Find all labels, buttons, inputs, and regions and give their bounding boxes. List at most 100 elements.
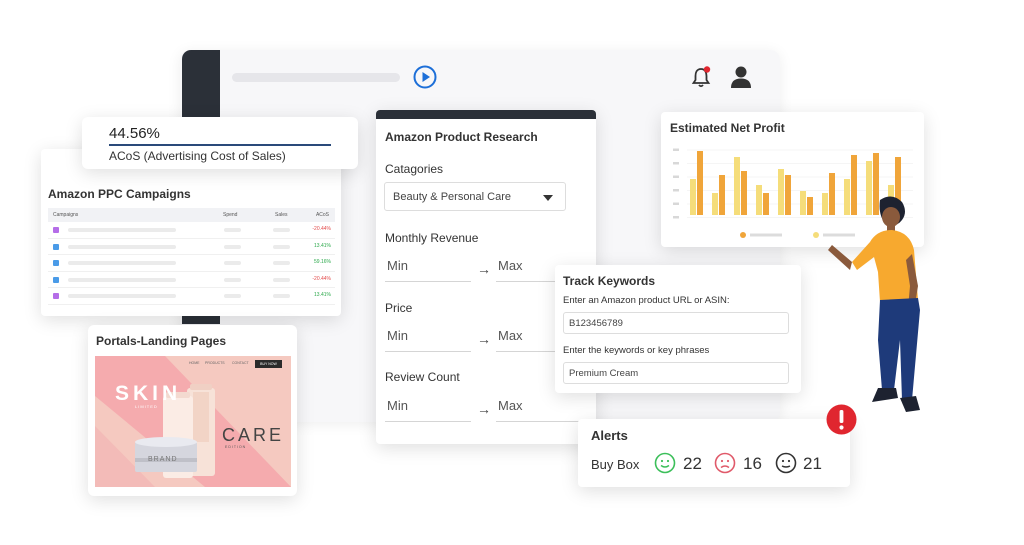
landing-care-text: CARE	[222, 425, 285, 445]
column-acos[interactable]: ACoS	[315, 212, 329, 218]
review-max-input[interactable]: Max	[496, 398, 582, 422]
landing-limited-text: LIMITED	[135, 404, 158, 409]
row-checkbox[interactable]	[53, 243, 59, 250]
profit-title: Estimated Net Profit	[670, 121, 785, 135]
arrow-right-icon: →	[477, 261, 491, 277]
acos-cell: -20.44%	[312, 275, 331, 282]
tick-label-placeholder	[673, 175, 679, 178]
revenue-min-input[interactable]: Min	[385, 258, 471, 282]
ppc-table-header: Campaigns Spend Sales ACoS	[48, 208, 335, 222]
chart-bar	[756, 185, 762, 215]
campaign-name-placeholder	[68, 294, 176, 298]
arrow-right-icon: →	[477, 331, 491, 347]
arrow-right-icon: →	[477, 401, 491, 417]
acos-label: ACoS (Advertising Cost of Sales)	[109, 149, 286, 163]
review-min-input[interactable]: Min	[385, 398, 471, 422]
acos-cell: -20.44%	[312, 226, 331, 232]
spend-placeholder	[224, 277, 241, 282]
chart-bar	[873, 153, 879, 215]
chart-bar	[807, 197, 813, 215]
price-label: Price	[385, 301, 413, 315]
ppc-table: Campaigns Spend Sales ACoS -20.44% 13.41%…	[48, 208, 335, 305]
chart-bar	[844, 179, 850, 215]
spend-placeholder	[224, 294, 241, 298]
alerts-title: Alerts	[591, 428, 628, 443]
row-checkbox[interactable]	[53, 293, 59, 299]
price-min-input[interactable]: Min	[385, 328, 471, 352]
sales-placeholder	[273, 294, 290, 298]
bell-icon[interactable]	[690, 65, 712, 89]
sales-placeholder	[273, 261, 290, 265]
alert-icon[interactable]	[826, 404, 857, 435]
campaign-name-placeholder	[68, 244, 176, 249]
asin-input[interactable]: B123456789	[563, 312, 789, 334]
ppc-title: Amazon PPC Campaigns	[48, 187, 191, 201]
landing-nav-contact[interactable]: CONTACT	[232, 361, 249, 365]
table-row[interactable]: -20.44%	[48, 222, 335, 239]
acos-divider	[109, 144, 331, 146]
row-checkbox[interactable]	[53, 227, 59, 233]
dropdown-arrow-icon[interactable]	[543, 195, 553, 201]
spend-placeholder	[224, 228, 241, 232]
category-value: Beauty & Personal Care	[393, 191, 512, 203]
landing-nav-products[interactable]: PRODUCTS	[205, 361, 225, 365]
acos-cell: 13.41%	[314, 242, 331, 249]
categories-label: Catagories	[385, 162, 444, 176]
landing-brand-text: BRAND	[148, 456, 178, 463]
campaign-name-placeholder	[68, 228, 176, 232]
person-illustration	[828, 196, 920, 412]
review-count-label: Review Count	[385, 370, 460, 384]
row-checkbox[interactable]	[53, 276, 59, 283]
chart-bar	[719, 175, 725, 215]
chart-bar	[800, 191, 806, 215]
spend-placeholder	[224, 261, 241, 265]
chart-bar	[690, 179, 696, 215]
browser-sidebar-foot	[182, 316, 220, 324]
acos-value: 44.56%	[109, 125, 160, 142]
row-checkbox[interactable]	[53, 260, 59, 266]
table-row[interactable]: 13.41%	[48, 239, 335, 255]
chart-bar	[829, 173, 835, 215]
campaign-name-placeholder	[68, 261, 176, 265]
url-label: Enter an Amazon product URL or ASIN:	[563, 295, 730, 306]
price-max-input[interactable]: Max	[496, 328, 582, 352]
sad-count: 16	[743, 454, 762, 473]
tick-label-placeholder	[673, 202, 679, 205]
chart-bar	[895, 157, 901, 215]
table-row[interactable]: -20.44%	[48, 272, 335, 288]
legend-label-placeholder	[823, 233, 855, 237]
column-sales[interactable]: Sales	[275, 212, 288, 218]
table-row[interactable]: 13.41%	[48, 288, 335, 305]
acos-cell: 59.16%	[314, 259, 331, 265]
column-spend[interactable]: Spend	[223, 212, 238, 218]
category-dropdown[interactable]: Beauty & Personal Care	[384, 182, 566, 211]
revenue-max-input[interactable]: Max	[496, 258, 582, 282]
chart-bar	[697, 151, 703, 215]
chart-bar	[741, 171, 747, 215]
user-icon[interactable]	[729, 64, 753, 90]
alerts-card: Alerts Buy Box 22 16 21	[578, 419, 850, 487]
tick-label-placeholder	[673, 189, 679, 192]
landing-pages-card: Portals-Landing Pages HOME PRODUCTS CONT…	[88, 325, 297, 496]
landing-nav-home[interactable]: HOME	[189, 361, 200, 365]
url-bar[interactable]	[232, 73, 400, 82]
track-title: Track Keywords	[563, 274, 656, 288]
column-campaigns[interactable]: Campaigns	[53, 212, 79, 218]
neutral-face-icon	[775, 452, 797, 474]
table-row[interactable]: 59.16%	[48, 255, 335, 272]
sales-placeholder	[273, 244, 290, 249]
campaign-name-placeholder	[68, 277, 176, 282]
play-icon[interactable]	[413, 65, 437, 89]
keywords-input[interactable]: Premium Cream	[563, 362, 789, 384]
landing-preview-image[interactable]: HOME PRODUCTS CONTACT BUY NOW SKIN LIMIT…	[95, 356, 291, 487]
monthly-revenue-label: Monthly Revenue	[385, 231, 479, 245]
landing-buy-button[interactable]: BUY NOW	[255, 360, 282, 368]
chart-bar	[822, 193, 828, 215]
sales-placeholder	[273, 277, 290, 282]
buybox-label: Buy Box	[591, 457, 640, 472]
legend-dot	[813, 232, 819, 238]
acos-cell: 13.41%	[314, 292, 331, 298]
keywords-label: Enter the keywords or key phrases	[563, 345, 710, 356]
chart-bar	[851, 155, 857, 215]
net-profit-card: Estimated Net Profit	[661, 112, 924, 247]
